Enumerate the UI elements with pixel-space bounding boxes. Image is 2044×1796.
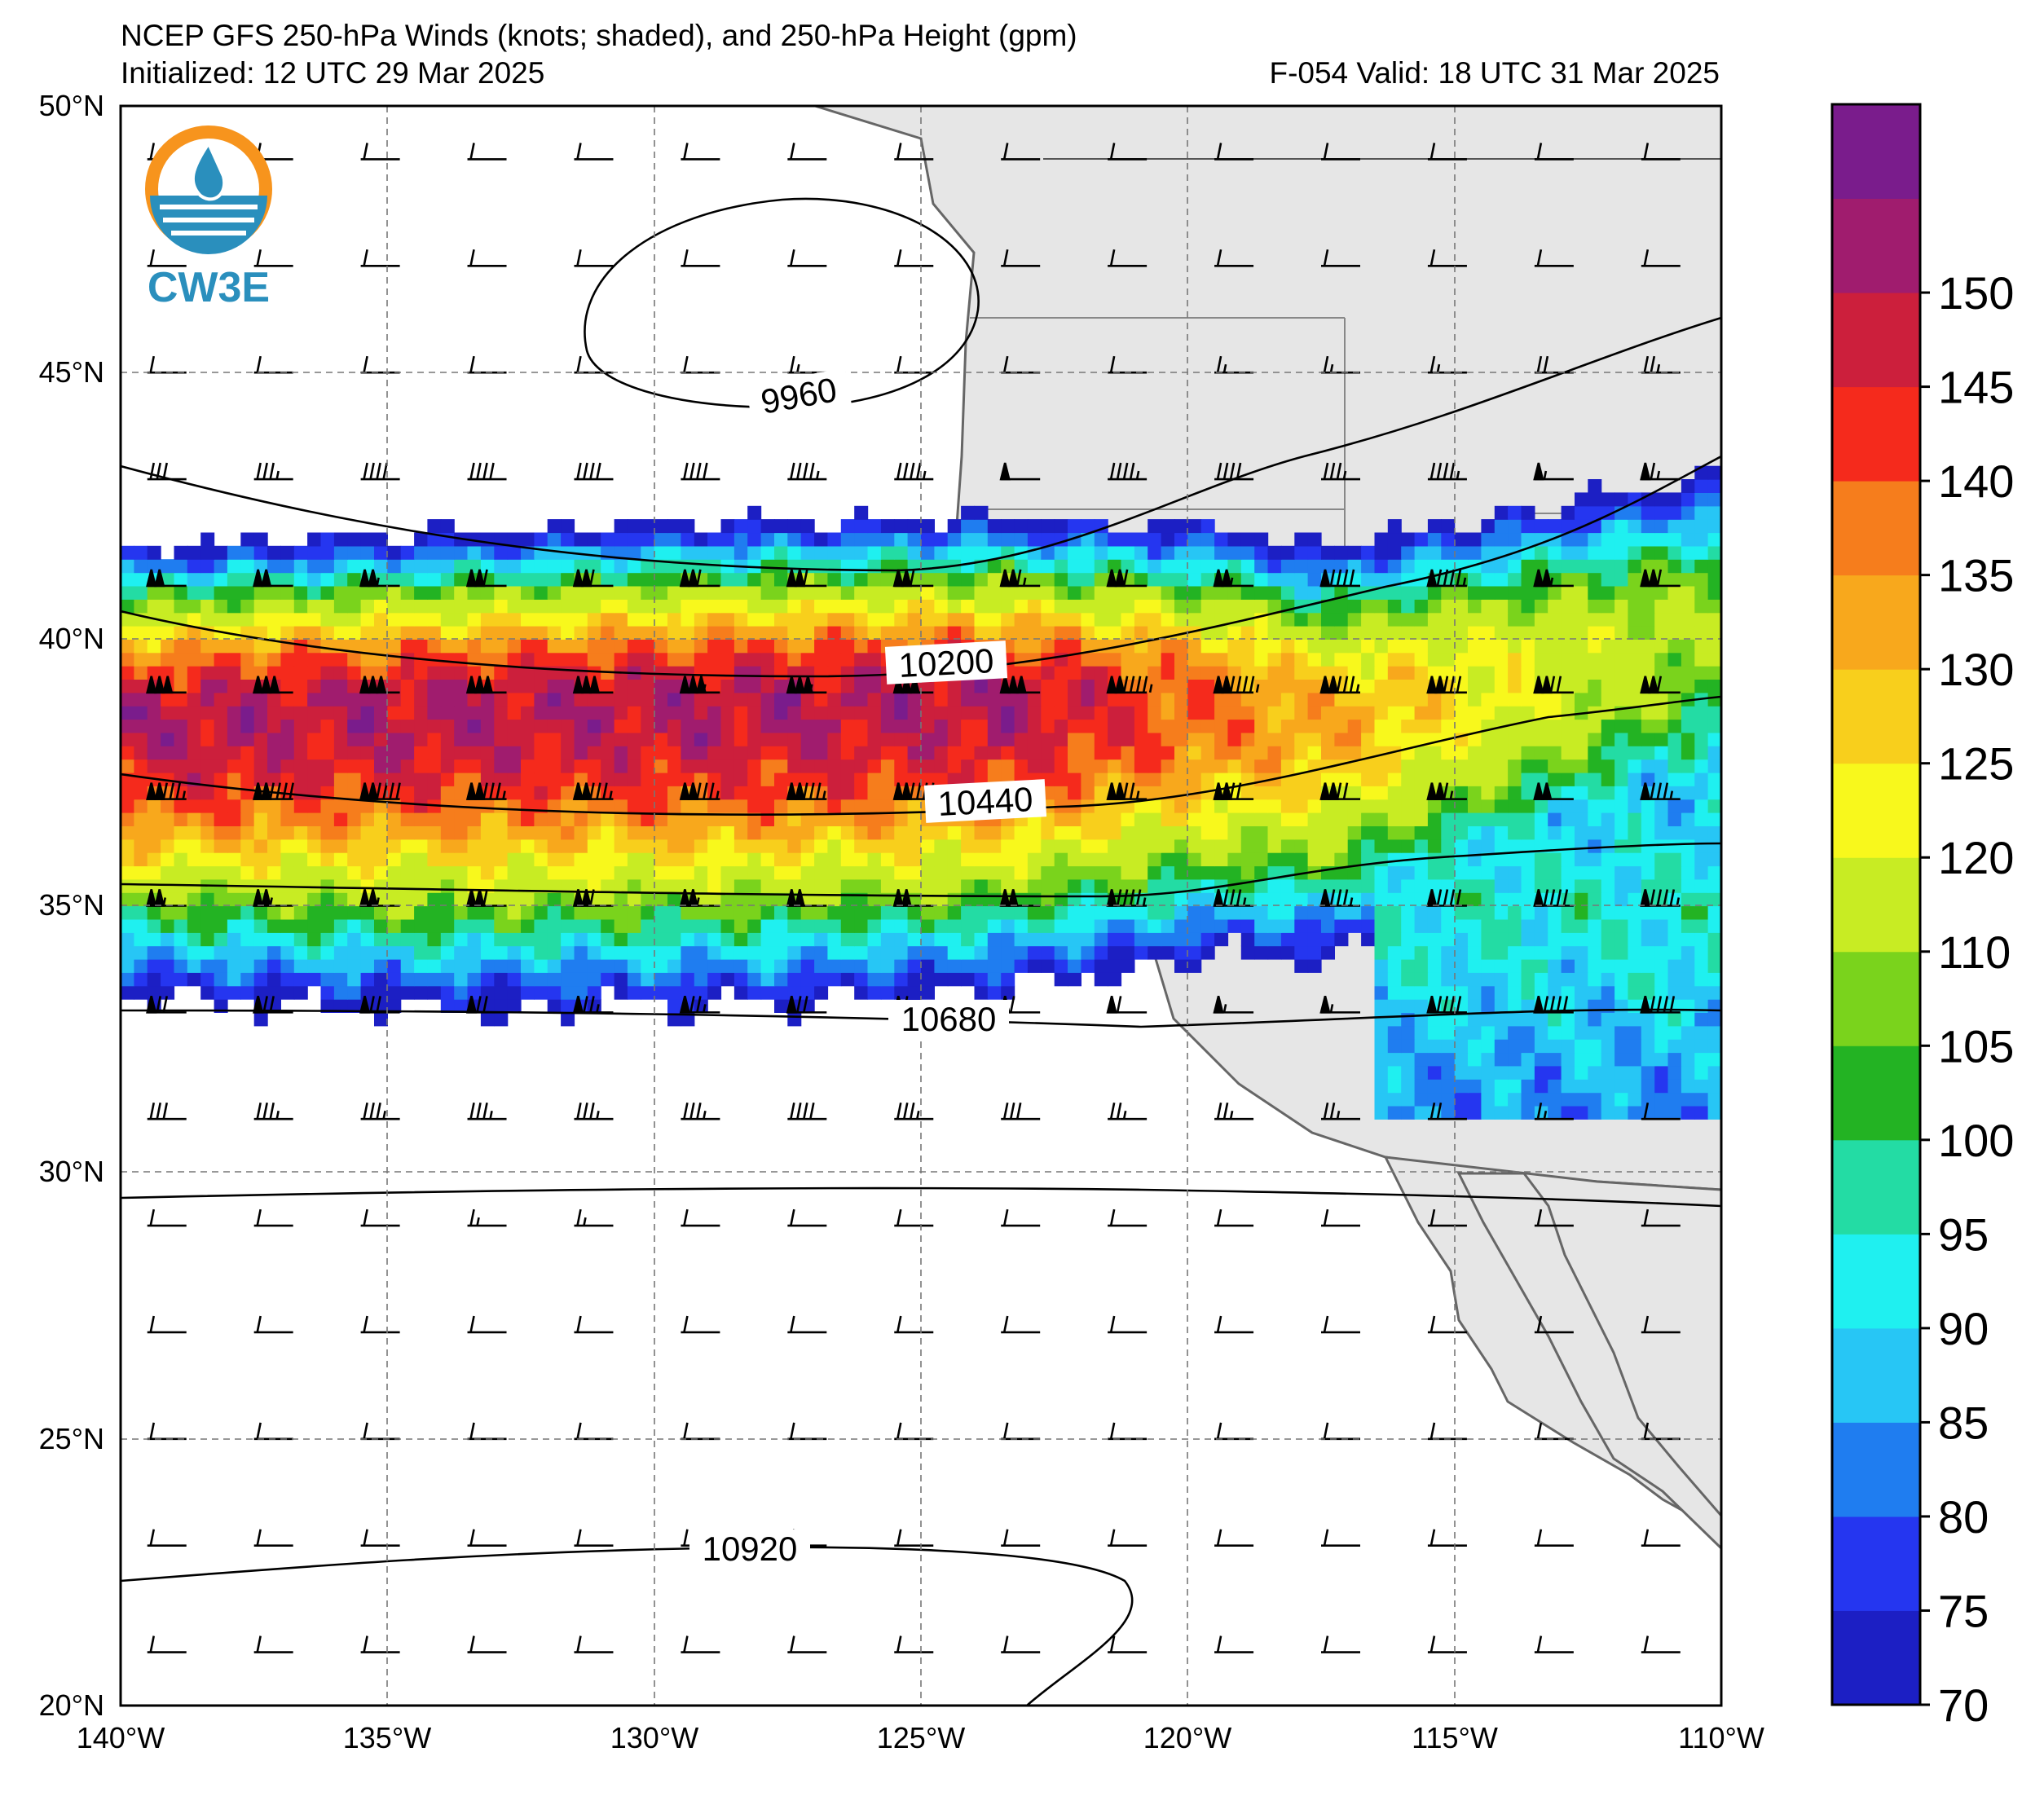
colorbar-label: 120 xyxy=(1938,832,2014,883)
colorbar-label: 140 xyxy=(1938,456,2014,507)
colorbar-swatch xyxy=(1832,1327,1920,1423)
lat-label: 45°N xyxy=(39,355,104,389)
lat-label: 25°N xyxy=(39,1422,104,1455)
colorbar-label: 110 xyxy=(1938,927,2011,978)
colorbar-frame xyxy=(1830,103,1922,1706)
colorbar-swatch xyxy=(1832,951,1920,1046)
header-valid: F-054 Valid: 18 UTC 31 Mar 2025 xyxy=(1269,56,1720,90)
colorbar-label: 145 xyxy=(1938,362,2014,413)
lat-label: 30°N xyxy=(39,1155,104,1188)
contour-label-10440: 10440 xyxy=(923,779,1047,823)
lat-label: 35°N xyxy=(39,888,104,922)
lat-label: 50°N xyxy=(39,89,104,122)
colorbar-label: 70 xyxy=(1938,1679,1989,1731)
lon-label: 130°W xyxy=(610,1721,698,1754)
colorbar-swatch xyxy=(1832,1610,1920,1706)
lon-label: 120°W xyxy=(1143,1721,1231,1754)
logo-drop-icon xyxy=(192,139,227,201)
colorbar-label: 150 xyxy=(1938,267,2014,319)
colorbar-label: 95 xyxy=(1938,1208,1989,1260)
colorbar-swatch xyxy=(1832,481,1920,576)
colorbar-label: 80 xyxy=(1938,1491,1989,1543)
colorbar-swatch xyxy=(1832,1516,1920,1611)
contour-10440b xyxy=(121,842,1721,898)
colorbar-label: 105 xyxy=(1938,1020,2014,1072)
lon-label: 135°W xyxy=(343,1721,431,1754)
contour-10680 xyxy=(121,1008,1721,1028)
land-baja-peninsula xyxy=(1456,1172,1721,1551)
colorbar-swatch xyxy=(1832,198,1920,293)
header-initialized: Initialized: 12 UTC 29 Mar 2025 xyxy=(121,56,545,90)
map-frame xyxy=(119,104,1723,1707)
colorbar-label: 90 xyxy=(1938,1303,1989,1354)
height-contours xyxy=(121,197,1721,1706)
colorbar-label: 135 xyxy=(1938,550,2014,601)
colorbar-swatch xyxy=(1832,669,1920,764)
colorbar-swatch xyxy=(1832,574,1920,670)
colorbar-label: 125 xyxy=(1938,738,2014,790)
lat-axis-labels: 50°N 45°N 40°N 35°N 30°N 25°N 20°N xyxy=(39,89,104,1722)
colorbar-swatch xyxy=(1832,1045,1920,1141)
colorbar-label: 85 xyxy=(1938,1397,1989,1448)
lon-label: 125°W xyxy=(877,1721,965,1754)
colorbar-label: 130 xyxy=(1938,644,2014,695)
contour-label-10920: 10920 xyxy=(689,1530,810,1568)
colorbar-swatch xyxy=(1832,1422,1920,1517)
contour-10440 xyxy=(121,695,1721,816)
contour-10920 xyxy=(121,1546,1134,1706)
lat-label: 40°N xyxy=(39,622,104,655)
lat-label: 20°N xyxy=(39,1688,104,1722)
colorbar-swatch xyxy=(1832,857,1920,953)
cw3e-logo: CW3E xyxy=(145,125,272,311)
logo-wave-icon xyxy=(150,196,267,254)
colorbar-swatch xyxy=(1832,104,1920,200)
colorbar-swatch xyxy=(1832,1234,1920,1329)
lon-label: 115°W xyxy=(1412,1721,1498,1754)
colorbar-swatch xyxy=(1832,763,1920,858)
colorbar-swatch xyxy=(1832,386,1920,482)
graticule xyxy=(121,106,1721,1706)
colorbar-label: 100 xyxy=(1938,1115,2014,1166)
colorbar-swatch xyxy=(1832,293,1920,388)
header-title: NCEP GFS 250-hPa Winds (knots; shaded), … xyxy=(121,19,1077,52)
lon-axis-labels: 140°W 135°W 130°W 125°W 120°W 115°W 110°… xyxy=(77,1721,1764,1754)
contour-label-10200: 10200 xyxy=(884,640,1008,685)
contour-label-10680: 10680 xyxy=(888,1000,1009,1038)
colorbar: 70 75 80 85 90 95 100 105 110 120 125 130 135 140 145 1… xyxy=(1830,103,2014,1731)
colorbar-label: 75 xyxy=(1938,1585,1989,1636)
wind-barbs xyxy=(146,143,1681,1653)
colorbar-swatch xyxy=(1832,1139,1920,1235)
contour-10200 xyxy=(121,316,1721,572)
contour-10680b xyxy=(121,1186,1721,1208)
contour-10200b xyxy=(121,455,1721,678)
lon-label: 140°W xyxy=(77,1721,165,1754)
lon-label: 110°W xyxy=(1678,1721,1764,1754)
contour-9960 xyxy=(584,197,980,409)
